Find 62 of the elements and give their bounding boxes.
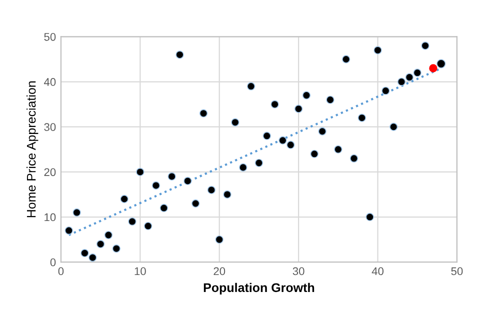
- point: [104, 230, 113, 240]
- point: [429, 64, 438, 72]
- point: [254, 158, 264, 168]
- y-tick-label: 50: [44, 32, 56, 41]
- point: [358, 114, 366, 122]
- point: [405, 73, 414, 82]
- point: [302, 91, 311, 100]
- point: [128, 217, 136, 226]
- y-axis-title: Home Price Appreciation: [26, 81, 38, 218]
- point: [176, 50, 184, 59]
- point: [310, 150, 318, 158]
- point: [342, 55, 350, 64]
- x-tick-label: 0: [58, 267, 64, 276]
- x-axis-title: Population Growth: [204, 282, 314, 295]
- point: [278, 136, 287, 144]
- point: [96, 240, 105, 248]
- point: [326, 96, 334, 104]
- point: [112, 244, 120, 253]
- point: [366, 212, 374, 222]
- y-tick-label: 20: [44, 168, 56, 176]
- point: [223, 190, 232, 199]
- point: [421, 42, 430, 50]
- point: [413, 68, 422, 77]
- point: [215, 235, 224, 244]
- x-tick-label: 20: [214, 267, 226, 276]
- point: [246, 82, 256, 90]
- y-tick-label: 10: [44, 213, 56, 222]
- point: [350, 154, 358, 163]
- point: [144, 222, 152, 230]
- point: [231, 118, 240, 126]
- point: [286, 140, 295, 149]
- point: [199, 109, 208, 118]
- point: [88, 254, 97, 262]
- point: [136, 168, 144, 176]
- point: [72, 208, 81, 217]
- point: [160, 204, 168, 212]
- point: [120, 194, 128, 204]
- x-tick-label: 10: [134, 267, 146, 276]
- point: [397, 78, 406, 86]
- y-tick-label: 30: [44, 123, 56, 132]
- y-tick-label: 40: [44, 78, 56, 86]
- point: [262, 132, 271, 140]
- point: [80, 248, 89, 258]
- point: [318, 127, 326, 136]
- point: [436, 59, 446, 68]
- point: [207, 186, 216, 194]
- point: [270, 100, 279, 108]
- y-tick-label: 0: [50, 258, 56, 266]
- x-tick-label: 50: [451, 267, 463, 276]
- point: [168, 172, 176, 181]
- point: [239, 163, 248, 172]
- point: [382, 86, 390, 95]
- point: [152, 181, 160, 190]
- point: [64, 226, 73, 235]
- x-tick-label: 30: [292, 267, 304, 276]
- point: [390, 122, 398, 131]
- point: [334, 145, 342, 154]
- x-tick-label: 40: [372, 267, 384, 276]
- point: [374, 46, 382, 54]
- point: [294, 104, 303, 113]
- point: [184, 176, 192, 186]
- point: [192, 199, 200, 208]
